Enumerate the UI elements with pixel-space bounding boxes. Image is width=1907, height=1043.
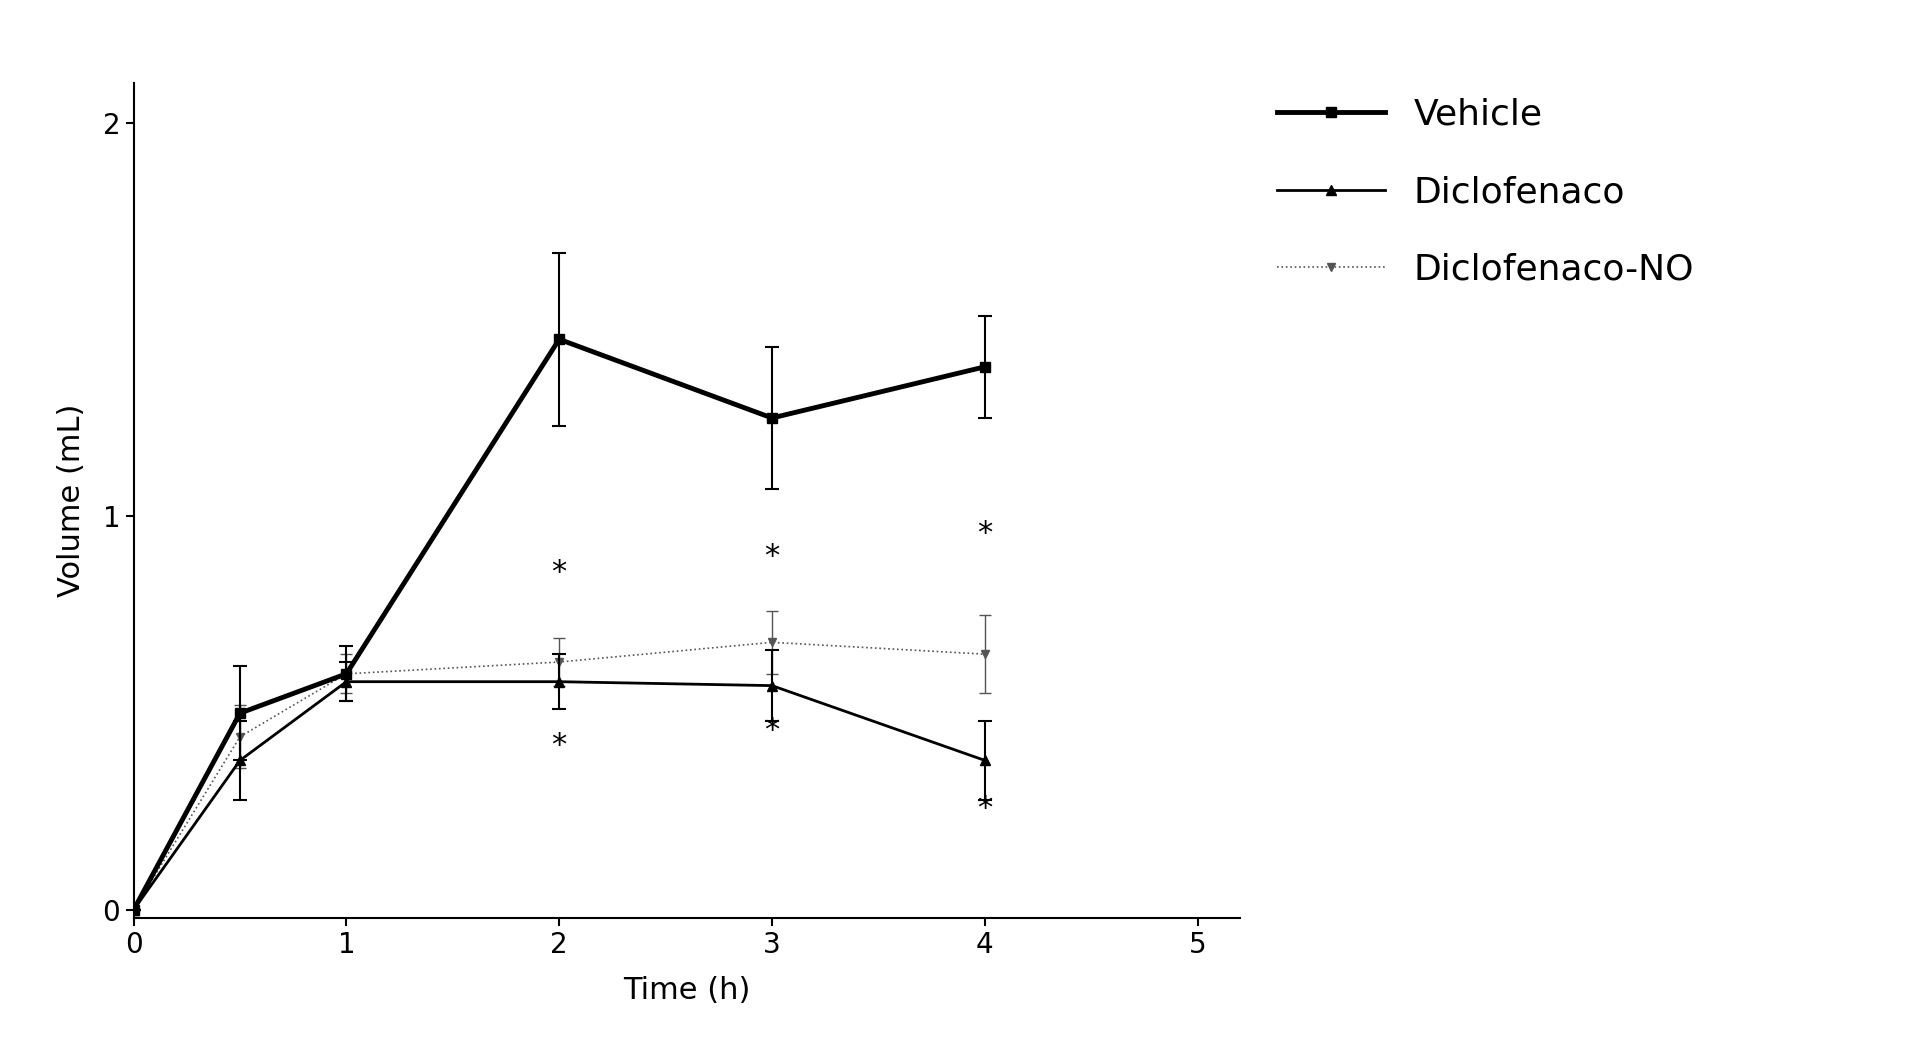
Text: *: * — [976, 518, 992, 548]
X-axis label: Time (h): Time (h) — [624, 975, 749, 1004]
Legend: Vehicle, Diclofenaco, Diclofenaco-NO: Vehicle, Diclofenaco, Diclofenaco-NO — [1262, 83, 1709, 301]
Y-axis label: Volume (mL): Volume (mL) — [57, 404, 86, 598]
Text: *: * — [551, 558, 566, 587]
Text: *: * — [765, 715, 780, 745]
Text: *: * — [765, 542, 780, 572]
Text: *: * — [551, 731, 566, 760]
Text: *: * — [976, 795, 992, 823]
